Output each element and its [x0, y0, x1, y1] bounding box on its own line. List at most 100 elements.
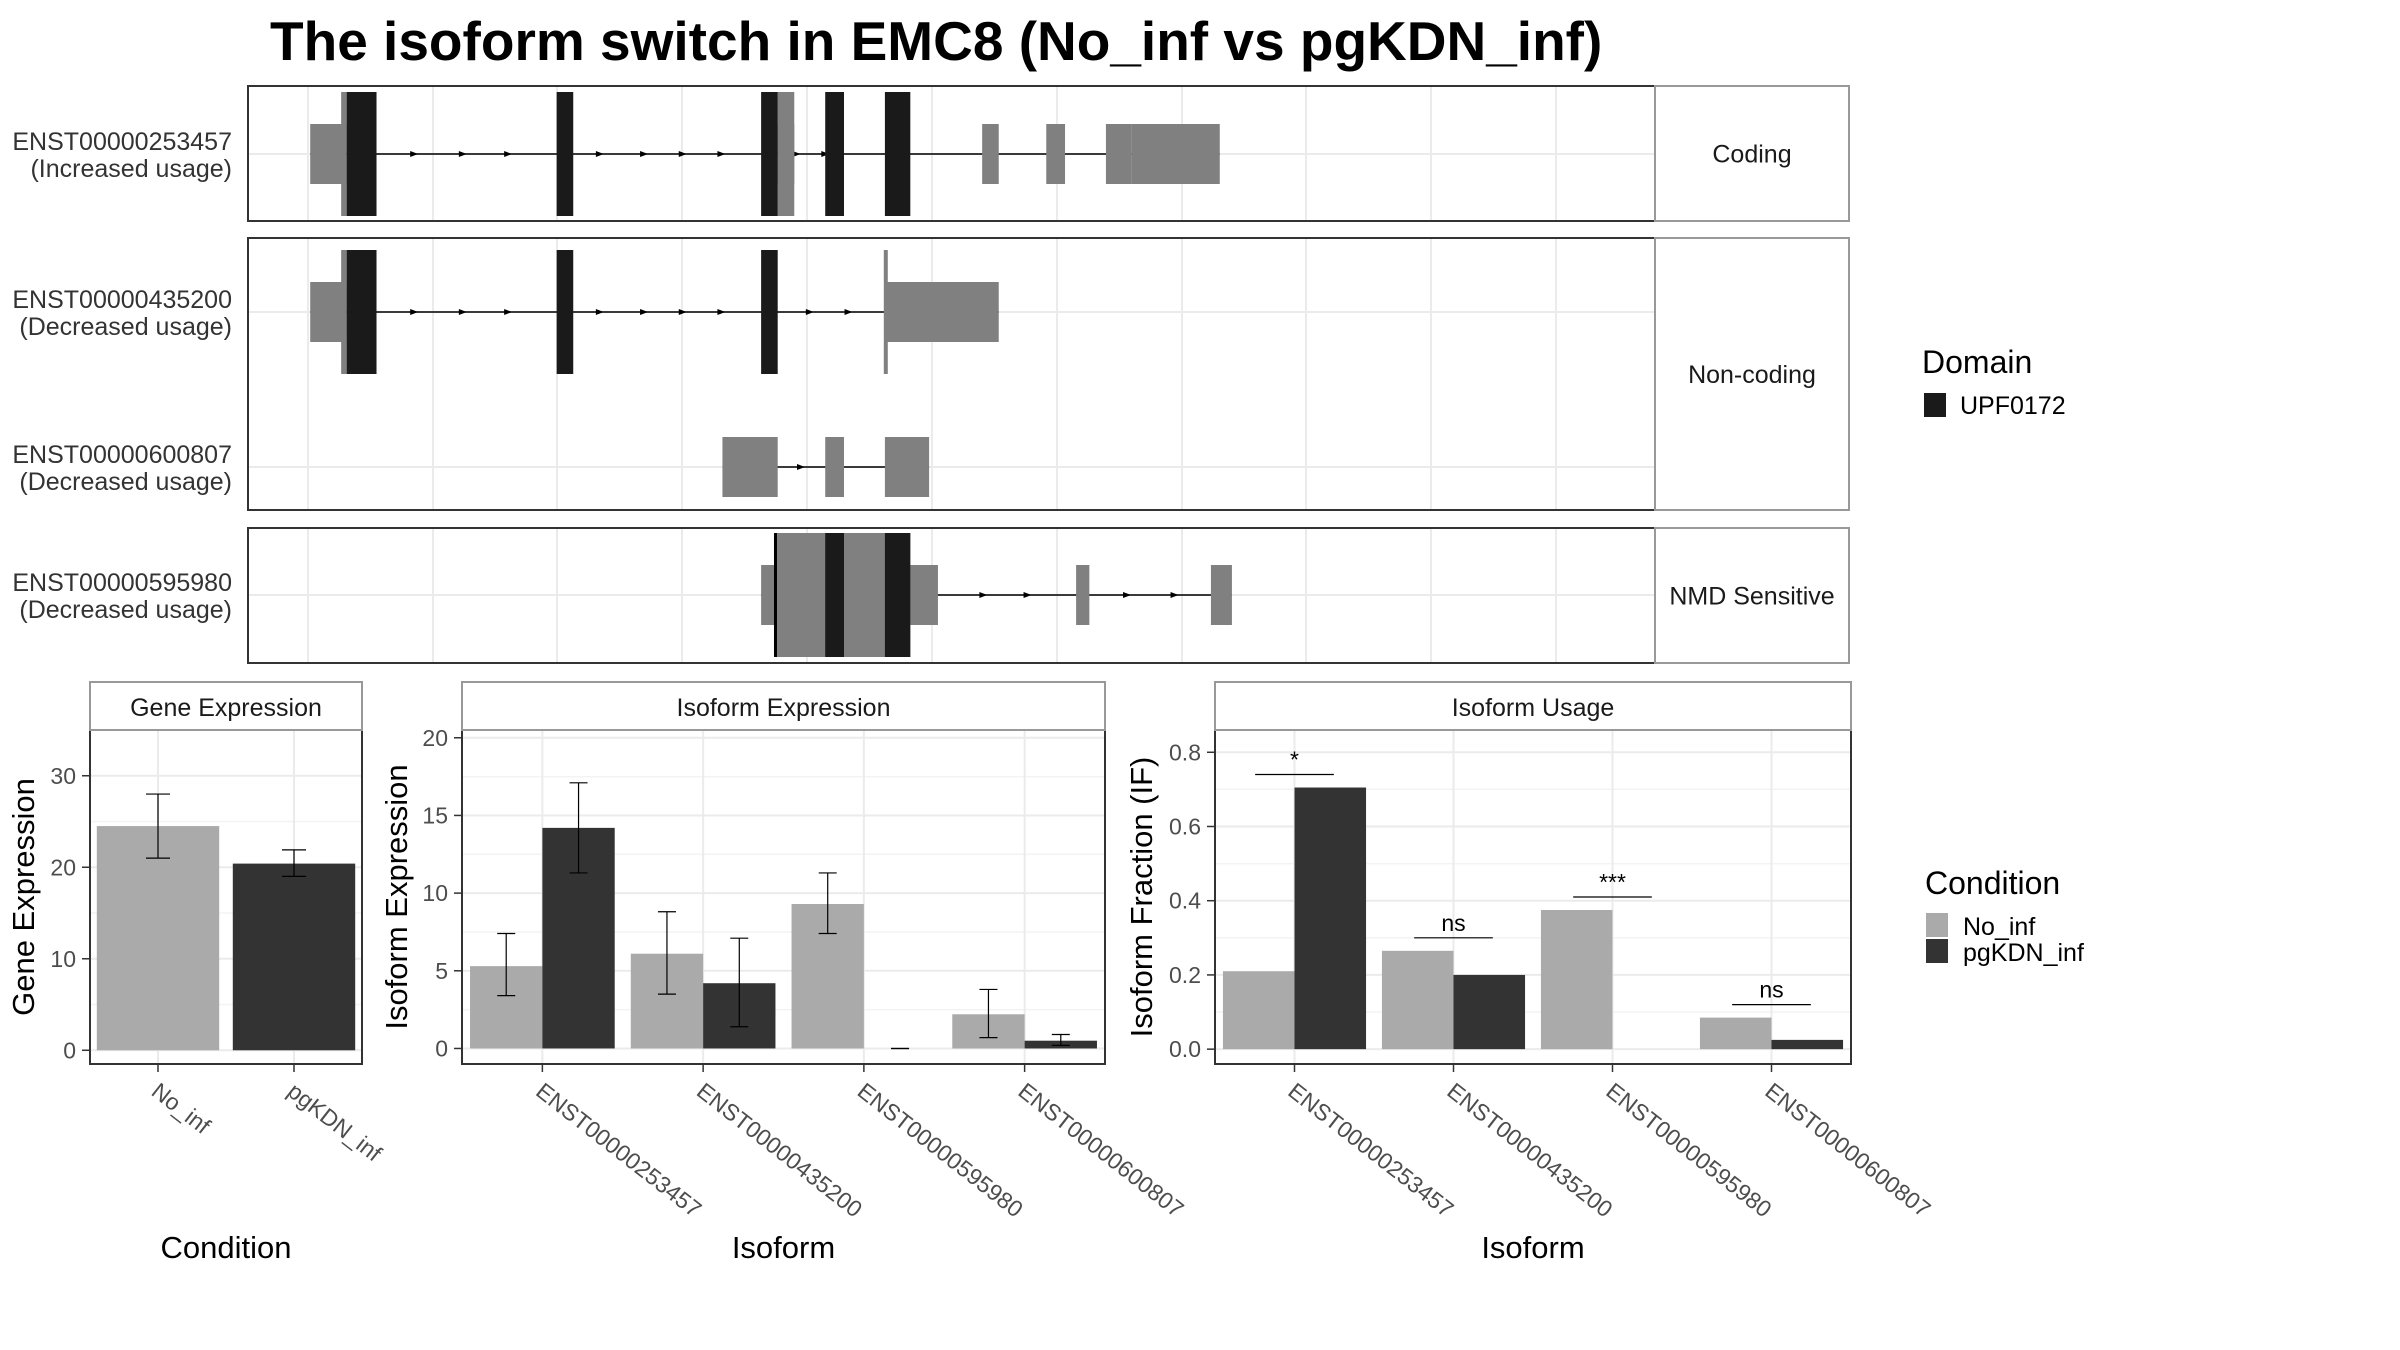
facet-strip [1654, 237, 1850, 511]
strand-arrow [504, 151, 513, 157]
utr-exon [310, 282, 347, 342]
utr-exon [1046, 124, 1066, 184]
y-tick-label: 10 [50, 946, 76, 972]
cds-exon [341, 250, 347, 374]
domain-exon [556, 250, 574, 374]
domain-exon [884, 92, 911, 216]
domain-legend: Domain UPF0172 [1922, 344, 2066, 420]
x-axis-title: Condition [161, 1230, 292, 1265]
bar [96, 826, 220, 1051]
y-tick-label: 20 [422, 725, 448, 751]
y-tick-label: 0.8 [1169, 739, 1201, 765]
domain-exon [346, 92, 377, 216]
structure-facet: ENST00000595980(Decreased usage) NMD Sens… [12, 527, 1850, 664]
legend-key-pgkdn-inf [1926, 939, 1948, 963]
structure-facet: ENST00000435200(Decreased usage) ENST0000… [12, 237, 1850, 511]
x-tick-label: No_inf [147, 1077, 216, 1139]
utr-exon [884, 437, 930, 497]
y-tick-label: 5 [435, 958, 448, 984]
domain-exon [825, 92, 845, 216]
domain-exon [346, 250, 377, 374]
strand-arrow [717, 309, 726, 315]
panel-strip-title: Isoform Usage [1452, 694, 1615, 722]
transcript-usage-label: (Decreased usage) [19, 313, 232, 341]
utr-exon [722, 437, 778, 497]
y-tick-label: 20 [50, 854, 76, 880]
utr-exon [910, 565, 938, 625]
y-tick-label: 0.4 [1169, 888, 1201, 914]
utr-exon [310, 124, 347, 184]
legend-label-pgkdn-inf: pgKDN_inf [1963, 939, 2084, 967]
bar [232, 863, 356, 1051]
y-tick-label: 0 [63, 1037, 76, 1063]
strand-arrow [640, 151, 649, 157]
strand-arrow [678, 309, 687, 315]
x-tick-label: ENST00000600807 [1014, 1077, 1189, 1222]
bar [1381, 950, 1454, 1050]
strand-arrow [595, 151, 604, 157]
y-tick-label: 0.2 [1169, 962, 1201, 988]
utr-exon [1131, 124, 1220, 184]
panel-strip-title: Gene Expression [130, 694, 322, 722]
bar [1540, 909, 1613, 1050]
significance-label: * [1290, 747, 1299, 773]
strand-arrow [717, 151, 726, 157]
utr-exon [761, 565, 776, 625]
bar-chart: * ns *** ns Isoform Usage 0.0 0.2 0.4 0.6 0.8 ENST… [1124, 681, 1936, 1265]
utr-exon [982, 124, 999, 184]
x-tick-label: ENST00000253457 [531, 1077, 706, 1222]
domain-legend-label: UPF0172 [1960, 392, 2066, 420]
bar [1222, 971, 1295, 1050]
transcript-id-label: ENST00000595980 [12, 569, 232, 597]
transcript-id-label: ENST00000435200 [12, 286, 232, 314]
y-tick-label: 0.6 [1169, 813, 1201, 839]
bar [1771, 1039, 1844, 1050]
significance-label: ns [1759, 977, 1783, 1003]
strand-arrow [844, 309, 853, 315]
panel-strip [461, 681, 1106, 731]
transcript-id-label: ENST00000600807 [12, 441, 232, 469]
strand-arrow [797, 464, 806, 470]
utr-exon [1210, 565, 1232, 625]
strand-arrow [1123, 592, 1132, 598]
strand-arrow [458, 309, 467, 315]
panel-strip [89, 681, 363, 731]
x-tick-label: ENST00000595980 [1601, 1077, 1776, 1222]
strand-arrow [1023, 592, 1032, 598]
strand-arrow [1170, 592, 1179, 598]
strand-arrow [805, 309, 814, 315]
bar [1699, 1017, 1772, 1050]
x-tick-label: ENST00000435200 [1442, 1077, 1617, 1222]
utr-exon [1105, 124, 1132, 184]
bar [1294, 787, 1367, 1050]
y-axis-title: Isoform Fraction (IF) [1124, 757, 1159, 1038]
strand-arrow [640, 309, 649, 315]
legend-key-no-inf [1926, 913, 1948, 937]
strand-arrow [504, 309, 513, 315]
utr-exon [825, 437, 845, 497]
bar-chart: Gene Expression 0 10 20 30 No_inf pgKDN_inf Con… [6, 681, 387, 1265]
utr-exon [1076, 565, 1090, 625]
domain-exon [556, 92, 574, 216]
y-axis-title: Isoform Expression [379, 764, 414, 1029]
x-axis-title: Isoform [732, 1230, 835, 1265]
x-tick-label: ENST00000600807 [1760, 1077, 1935, 1222]
expression-charts: Gene Expression 0 10 20 30 No_inf pgKDN_inf Con… [6, 681, 1936, 1265]
strand-arrow [595, 309, 604, 315]
x-tick-label: ENST00000435200 [692, 1077, 867, 1222]
legend-label-no-inf: No_inf [1963, 913, 2035, 941]
x-tick-label: pgKDN_inf [283, 1077, 387, 1166]
strand-arrow [979, 592, 988, 598]
strand-arrow [792, 151, 801, 157]
y-tick-label: 10 [422, 880, 448, 906]
x-tick-label: ENST00000595980 [853, 1077, 1028, 1222]
transcript-id-label: ENST00000253457 [12, 128, 232, 156]
strand-arrow [678, 151, 687, 157]
facet-strip-label: Non-coding [1688, 361, 1816, 389]
transcript-usage-label: (Increased usage) [30, 155, 232, 183]
x-tick-label: ENST00000253457 [1283, 1077, 1458, 1222]
facet-strip-label: NMD Sensitive [1669, 583, 1834, 611]
domain-exon [825, 533, 845, 657]
facet-strip [1654, 85, 1850, 222]
